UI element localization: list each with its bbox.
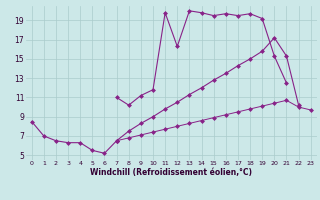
X-axis label: Windchill (Refroidissement éolien,°C): Windchill (Refroidissement éolien,°C) [90, 168, 252, 177]
